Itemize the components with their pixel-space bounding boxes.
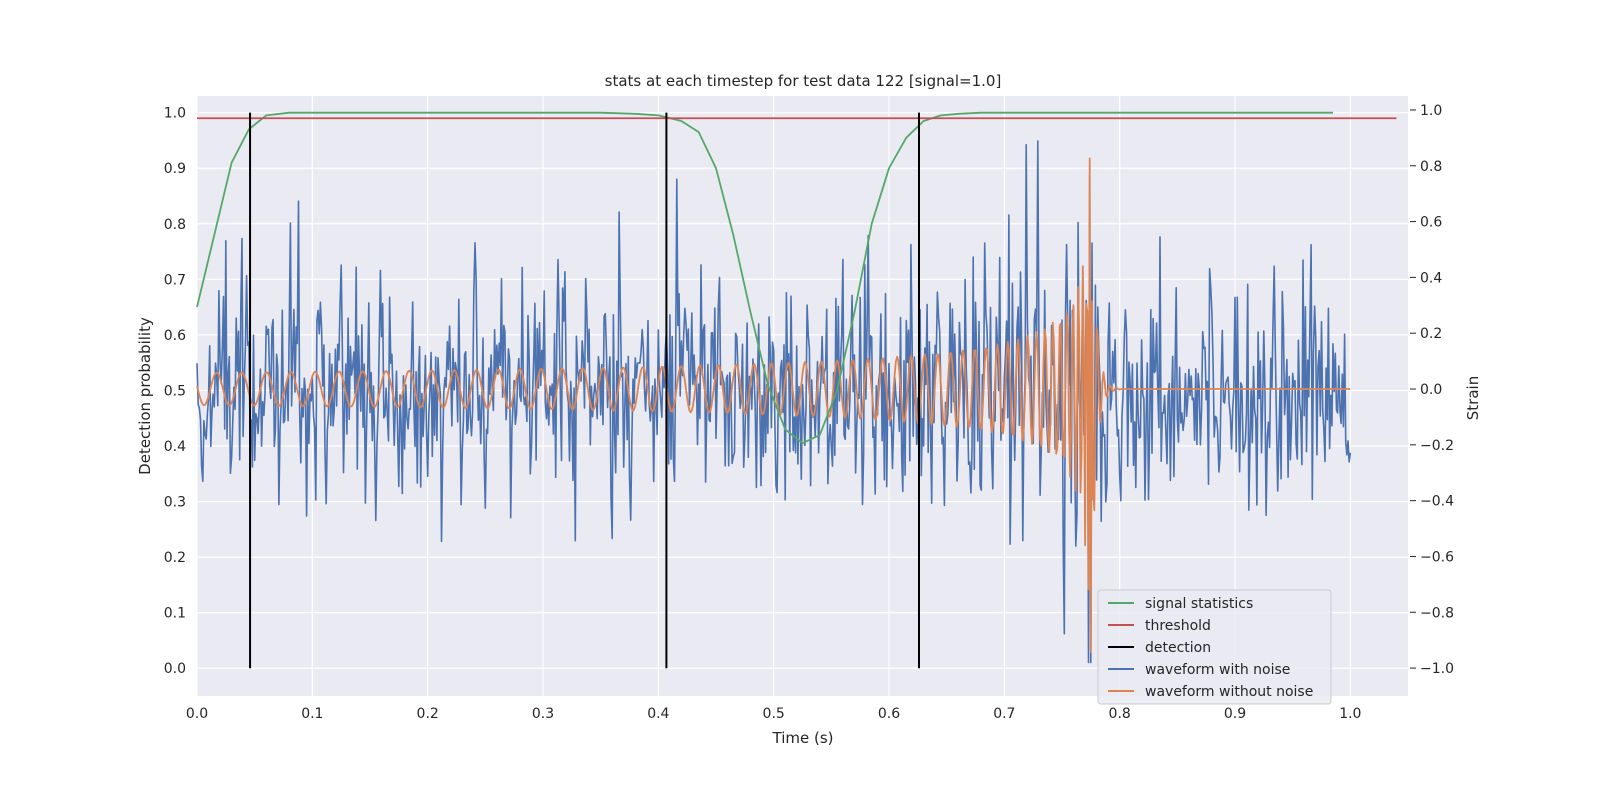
x-tick-label: 0.8 (1109, 706, 1131, 722)
y-tick-label: 0.0 (164, 661, 186, 677)
y-tick-label: 0.3 (164, 495, 186, 511)
y-tick-label: 0.6 (164, 328, 186, 344)
y-tick-label: 0.2 (164, 550, 186, 566)
y-right-tick-label: 0.0 (1420, 382, 1442, 398)
x-tick-label: 0.1 (301, 706, 323, 722)
x-tick-label: 0.2 (417, 706, 439, 722)
y-axis-right: −1.0 −0.8 −0.6 −0.4 −0.2 0.0 0.2 0.4 0.6 0.8 1.0 (1410, 103, 1454, 677)
legend: signal statistics threshold detection wa… (1097, 589, 1332, 705)
y-right-tick-label: −0.4 (1420, 494, 1454, 510)
x-tick-label: 0.9 (1224, 706, 1246, 722)
y-right-tick-label: −0.2 (1420, 438, 1454, 454)
x-tick-label: 0.0 (186, 706, 208, 722)
x-axis: 0.0 0.1 0.2 0.3 0.4 0.5 0.6 0.7 0.8 0.9 1.0 (186, 706, 1362, 722)
signal-statistics-line (196, 111, 1333, 445)
x-tick-label: 0.4 (647, 706, 669, 722)
legend-label-detection: detection (1145, 640, 1211, 656)
y-axis-right-label: Strain (1464, 376, 1482, 420)
y-tick-label: 0.5 (164, 383, 186, 399)
x-tick-label: 0.5 (763, 706, 785, 722)
signal-statistics-series (196, 111, 1333, 445)
y-tick-label: 0.4 (164, 439, 186, 455)
legend-label-waveform-with-noise: waveform with noise (1145, 662, 1290, 678)
x-tick-label: 0.6 (878, 706, 900, 722)
y-axis-label: Detection probability (136, 317, 154, 475)
y-tick-label: 1.0 (164, 106, 186, 122)
y-right-tick-label: 1.0 (1420, 103, 1442, 119)
waveform-with-noise-line (196, 140, 1352, 664)
x-tick-label: 1.0 (1339, 706, 1361, 722)
legend-label-waveform-without-noise: waveform without noise (1145, 684, 1313, 700)
chart-title: stats at each timestep for test data 122… (605, 72, 1002, 90)
y-tick-label: 0.1 (164, 606, 186, 622)
y-tick-label: 0.7 (164, 272, 186, 288)
waveform-without-noise-line (196, 157, 1351, 653)
y-right-tick-label: −0.6 (1420, 549, 1454, 565)
legend-label-threshold: threshold (1145, 618, 1211, 634)
y-right-tick-label: 0.4 (1420, 270, 1442, 286)
legend-label-signal-statistics: signal statistics (1145, 596, 1253, 612)
y-tick-label: 0.8 (164, 217, 186, 233)
y-tick-label: 0.9 (164, 161, 186, 177)
legend-box (1097, 589, 1332, 705)
y-right-tick-label: 0.6 (1420, 215, 1442, 231)
x-tick-label: 0.7 (993, 706, 1015, 722)
y-right-tick-label: 0.2 (1420, 326, 1442, 342)
x-tick-label: 0.3 (532, 706, 554, 722)
y-right-tick-label: −0.8 (1420, 605, 1454, 621)
detection-series (249, 112, 920, 669)
y-right-tick-label: −1.0 (1420, 661, 1454, 677)
x-axis-label: Time (s) (772, 729, 834, 747)
waveform-with-noise-series (196, 140, 1352, 664)
y-right-tick-label: 0.8 (1420, 159, 1442, 175)
waveform-without-noise-series (196, 157, 1351, 653)
y-axis-left: 0.0 0.1 0.2 0.3 0.4 0.5 0.6 0.7 0.8 0.9 1.0 (164, 106, 186, 678)
